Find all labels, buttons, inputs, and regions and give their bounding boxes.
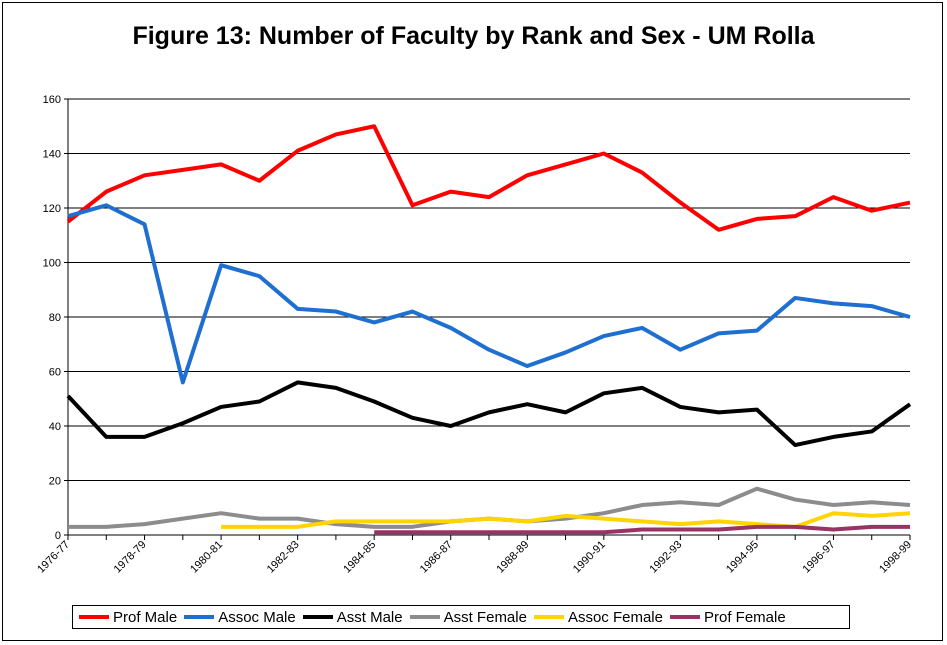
x-tick-label: 1984-85 bbox=[341, 539, 378, 576]
x-tick-label: 1988-89 bbox=[494, 539, 531, 576]
y-tick-label: 40 bbox=[49, 421, 61, 433]
legend-item: Assoc Female bbox=[533, 608, 663, 626]
x-tick-label: 1992-93 bbox=[647, 539, 684, 576]
legend-swatch bbox=[79, 615, 109, 619]
x-tick-label: 1976-77 bbox=[35, 539, 72, 576]
x-tick-labels: 1976-77 1978-79 1980-81 1982-83 1984-85 1986-… bbox=[35, 539, 914, 576]
x-tick-label: 1978-79 bbox=[112, 539, 149, 576]
legend-swatch bbox=[533, 615, 564, 619]
series-line-asst-female bbox=[68, 486, 911, 529]
legend-item: Assoc Male bbox=[184, 609, 296, 626]
legend-label: Assoc Male bbox=[218, 608, 296, 626]
x-tick-label: 1980-81 bbox=[188, 539, 225, 576]
series-line-asst-male bbox=[66, 380, 912, 448]
y-tick-label: 160 bbox=[43, 94, 61, 106]
legend: Prof Male Assoc Male Asst Male Asst Female A… bbox=[72, 605, 850, 629]
y-tick-label: 140 bbox=[43, 149, 61, 161]
legend-swatch bbox=[184, 615, 215, 619]
x-tick-label: 1996-97 bbox=[801, 539, 838, 576]
series-line-prof-female bbox=[374, 524, 910, 535]
y-tick-label: 120 bbox=[43, 203, 61, 215]
y-tick-labels: 0 20 40 60 80 100 120 140 160 bbox=[43, 94, 61, 542]
y-tick-label: 100 bbox=[43, 258, 61, 270]
x-tick-label: 1982-83 bbox=[265, 539, 302, 576]
y-tick-label: 0 bbox=[55, 530, 61, 542]
legend-swatch bbox=[670, 615, 700, 619]
series-lines bbox=[66, 124, 912, 535]
legend-swatch bbox=[302, 615, 333, 619]
x-tick-label: 1994-95 bbox=[724, 539, 761, 576]
legend-label: Prof Female bbox=[704, 608, 786, 626]
y-tick-label: 80 bbox=[49, 312, 61, 324]
x-tick-label: 1990-91 bbox=[571, 539, 608, 576]
grid-lines bbox=[68, 98, 910, 481]
legend-item: Prof Female bbox=[670, 609, 786, 626]
legend-item: Asst Female bbox=[409, 608, 527, 626]
legend-item: Asst Male bbox=[302, 608, 403, 626]
legend-item: Prof Male bbox=[79, 609, 177, 626]
series-line-prof-male bbox=[66, 124, 911, 232]
series-line-assoc-male bbox=[67, 203, 911, 385]
legend-label: Assoc Female bbox=[567, 608, 663, 626]
legend-swatch bbox=[409, 615, 440, 619]
legend-label: Asst Male bbox=[336, 608, 403, 626]
y-tick-label: 60 bbox=[49, 367, 61, 379]
chart-title: Figure 13: Number of Faculty by Rank and… bbox=[132, 22, 815, 50]
y-tick-label: 20 bbox=[49, 476, 61, 488]
x-tick-label: 1986-87 bbox=[418, 539, 455, 576]
legend-label: Asst Female bbox=[443, 608, 527, 626]
legend-label: Prof Male bbox=[113, 608, 178, 626]
x-tick-label: 1998-99 bbox=[877, 539, 914, 576]
axes bbox=[64, 98, 911, 540]
